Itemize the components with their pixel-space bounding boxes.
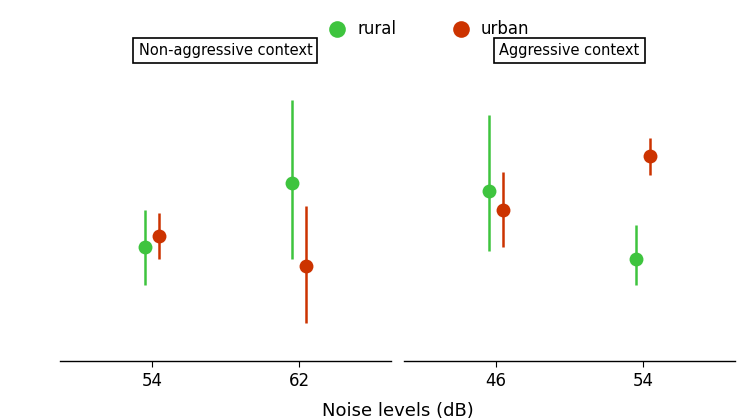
Text: urban: urban (482, 21, 530, 38)
Text: Noise levels (dB): Noise levels (dB) (322, 402, 473, 420)
Text: rural: rural (357, 21, 396, 38)
Text: Non-aggressive context: Non-aggressive context (139, 43, 312, 58)
Text: Aggressive context: Aggressive context (500, 43, 640, 58)
